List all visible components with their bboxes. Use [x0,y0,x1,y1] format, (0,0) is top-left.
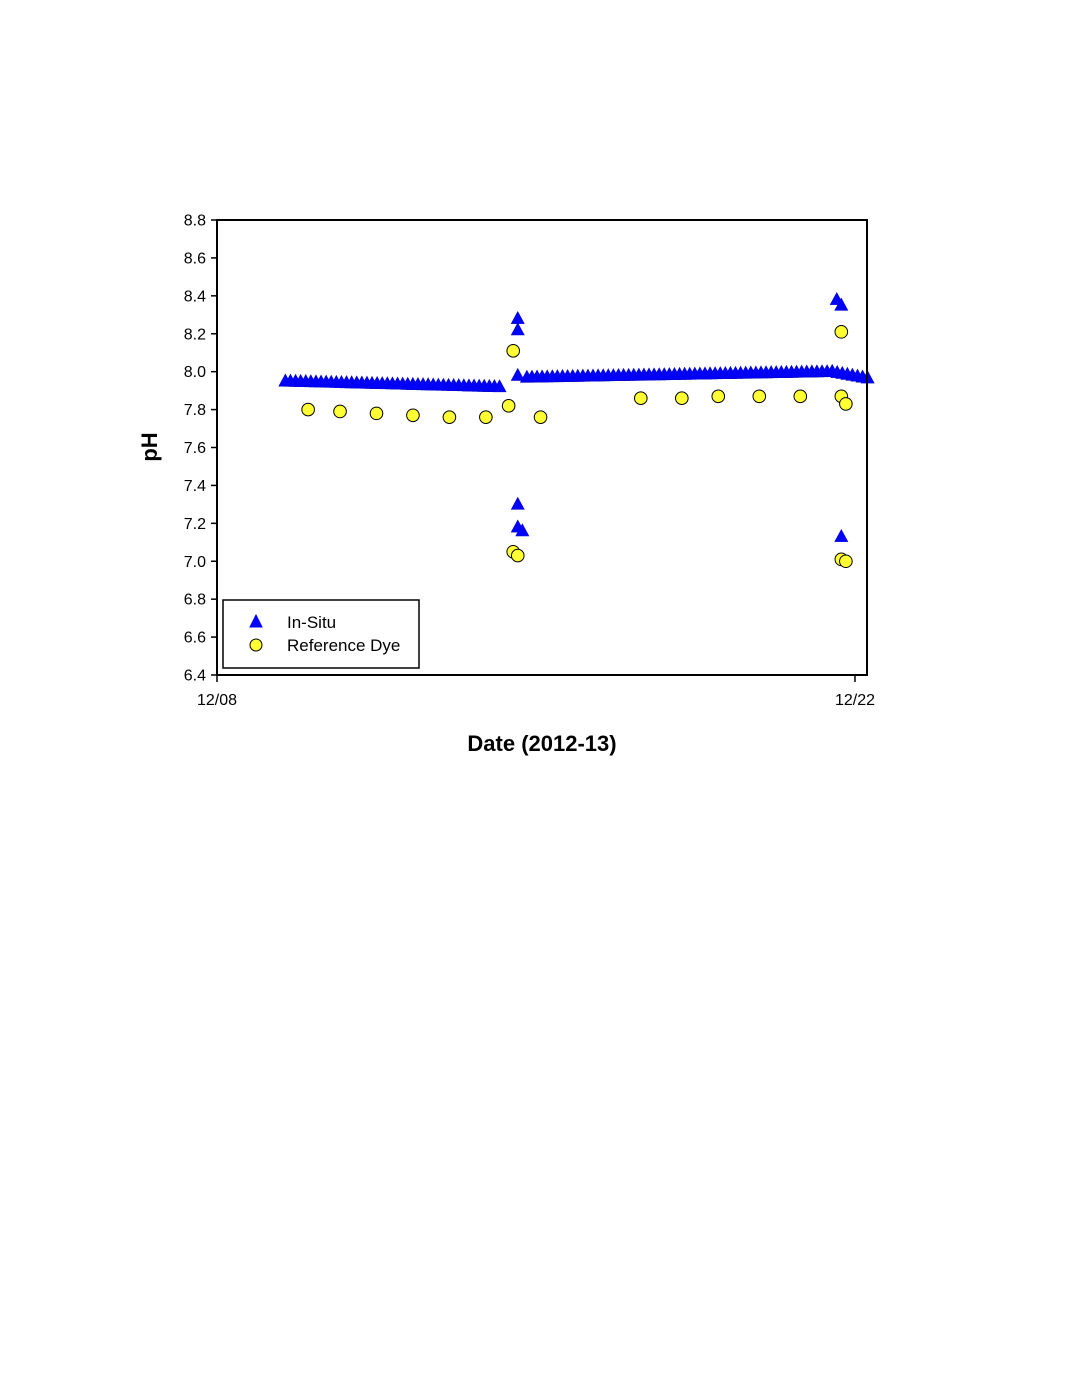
reference-dye-point [506,344,521,358]
legend: In-Situ Reference Dye [222,599,420,669]
reference-dye-point [793,389,808,404]
reference-dye-point [479,410,493,424]
y-tick-label: 7.6 [184,440,206,457]
reference-dye-point [834,325,849,339]
y-tick-label: 8.4 [184,288,206,305]
reference-dye-point [369,406,384,421]
y-tick-label: 6.6 [184,630,206,647]
y-tick-label: 7.2 [184,516,206,533]
reference-dye-point [442,410,457,424]
series-reference-dye [301,325,853,569]
reference-dye-point [510,548,525,563]
reference-dye-point [333,404,347,419]
reference-dye-point [406,408,420,423]
y-tick-label: 6.4 [184,668,206,685]
reference-dye-point [839,397,853,411]
x-axis-title: Date (2012-13) [467,731,616,756]
in-situ-point [834,297,849,311]
in-situ-point [834,528,849,542]
in-situ-point [510,496,525,510]
y-axis-ticks: 6.4 6.6 6.8 7.0 7.2 7.4 7.6 7.8 8.0 8.2 8.4 8.6 8.8 [184,213,217,685]
y-tick-label: 8.6 [184,250,206,267]
reference-dye-point [533,410,548,424]
series-in-situ [278,291,875,542]
y-tick-label: 7.8 [184,402,206,419]
y-tick-label: 8.2 [184,326,206,343]
reference-dye-point [634,391,648,406]
in-situ-point [510,367,525,381]
legend-in-situ-marker [249,613,263,628]
plot-frame [216,219,868,676]
legend-box [222,599,420,669]
reference-dye-point [675,391,689,406]
legend-in-situ-label: In-Situ [287,613,336,632]
x-tick-label: 12/08 [197,692,237,709]
reference-dye-point [501,398,516,413]
in-situ-point [515,523,530,537]
reference-dye-point [752,389,767,404]
legend-reference-dye-label: Reference Dye [287,636,400,655]
y-tick-label: 7.0 [184,554,206,571]
y-tick-label: 7.4 [184,478,206,495]
y-tick-label: 6.8 [184,592,206,609]
legend-reference-dye-marker [249,638,263,652]
in-situ-point [492,379,507,393]
reference-dye-point [711,389,726,404]
reference-dye-point [301,402,315,417]
in-situ-point [510,322,525,336]
reference-dye-point [839,554,853,569]
x-tick-label: 12/22 [835,692,875,709]
y-tick-label: 8.8 [184,213,206,230]
y-axis-title: pH [137,432,162,461]
y-tick-label: 8.0 [184,364,206,381]
